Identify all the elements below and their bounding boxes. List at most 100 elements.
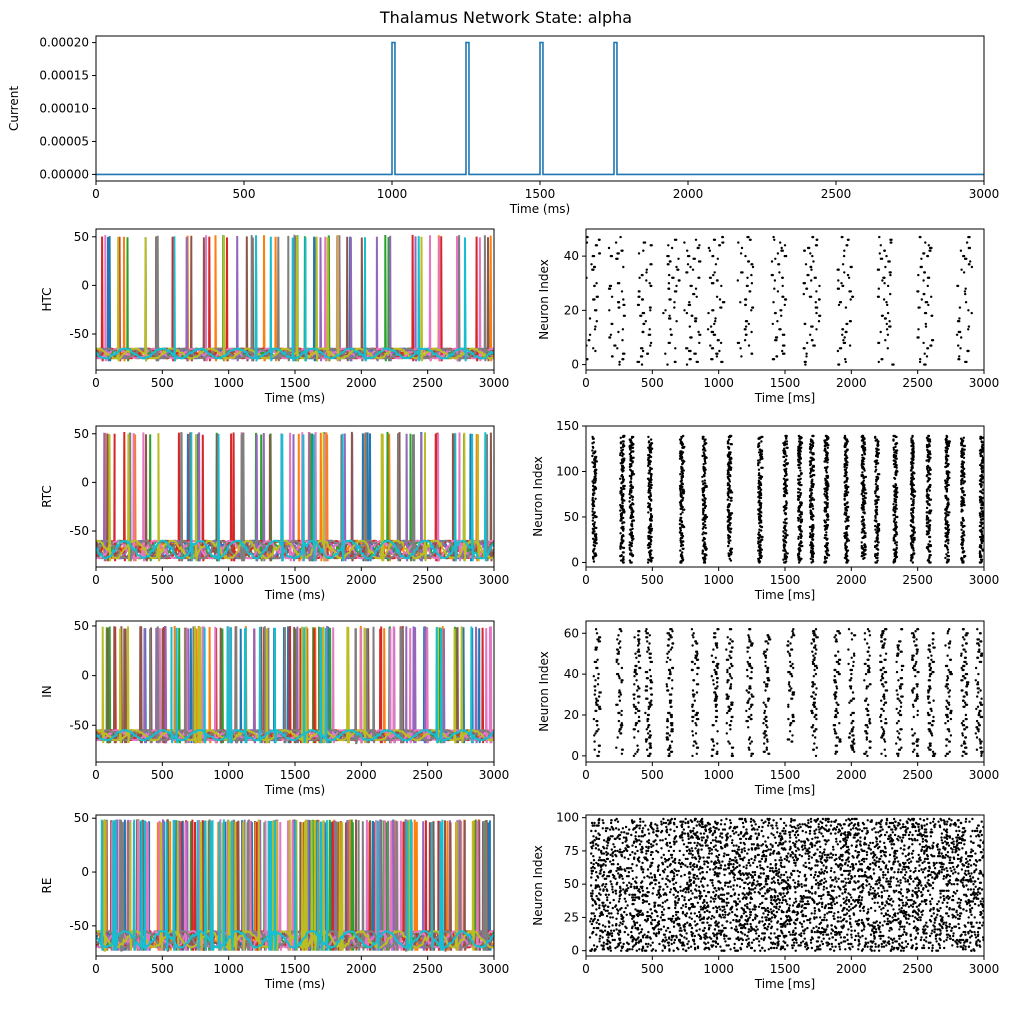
spike-dot <box>912 549 915 552</box>
spike-dot <box>852 664 855 668</box>
spike-dot <box>763 717 766 721</box>
spike-dot <box>974 679 977 682</box>
spike-dot <box>784 470 788 473</box>
spike-dot <box>835 687 839 690</box>
spike-dot <box>919 235 922 239</box>
spike-dot <box>910 497 913 500</box>
spike-dot <box>597 728 600 731</box>
spike-dot <box>713 271 716 274</box>
spike-dot <box>911 511 915 514</box>
spike-dot <box>964 554 967 558</box>
spike-dot <box>880 699 883 702</box>
spike-dot <box>846 505 850 509</box>
spike-dot <box>812 691 815 694</box>
spike-dot <box>946 677 950 680</box>
spike-dot <box>727 740 730 743</box>
spike-dot <box>759 505 762 509</box>
spike-dot <box>588 339 591 342</box>
spike-dot <box>927 276 931 279</box>
spike-dot <box>590 263 593 266</box>
spike-dot <box>745 320 749 323</box>
spike-dot <box>876 475 879 479</box>
spike-dot <box>774 257 777 260</box>
spike-dot <box>594 472 598 475</box>
spike-dot <box>946 738 949 741</box>
spike-dot <box>875 450 878 453</box>
spike-dot <box>704 543 707 546</box>
spike-dot <box>846 463 849 467</box>
spike-dot <box>628 548 632 551</box>
spike-dot <box>928 450 931 453</box>
spike-dot <box>970 265 974 269</box>
spike-dot <box>785 517 788 520</box>
spike-dot <box>634 711 637 715</box>
spike-dot <box>811 538 815 541</box>
spike-dot <box>696 683 700 686</box>
spike-dot <box>910 493 913 496</box>
spike-dot <box>965 257 968 260</box>
spike-dot <box>740 246 744 250</box>
spike-dot <box>782 558 785 561</box>
spike-dot <box>727 471 730 474</box>
spike-dot <box>893 497 896 500</box>
spike-dot <box>861 453 864 457</box>
spike-dot <box>649 485 652 489</box>
spike-dot <box>759 510 762 513</box>
spike-dot <box>633 697 636 700</box>
spike-dot <box>628 447 632 450</box>
spike-dot <box>682 492 685 495</box>
spike-dot <box>966 683 970 686</box>
spike-dot <box>650 474 653 478</box>
spike-dot <box>767 699 770 702</box>
spike-dot <box>761 538 764 541</box>
spike-dot <box>969 260 972 263</box>
spike-dot <box>850 265 853 269</box>
spike-dot <box>861 489 864 492</box>
spike-dot <box>833 728 836 731</box>
spike-dot <box>799 536 803 540</box>
spike-dot <box>591 449 594 452</box>
htc-raster-xtick-label: 2500 <box>902 376 933 390</box>
spike-dot <box>895 689 898 692</box>
spike-dot <box>645 268 648 271</box>
spike-dot <box>947 668 950 672</box>
spike-dot <box>621 679 624 682</box>
spike-dot <box>827 554 831 557</box>
spike-dot <box>622 508 625 511</box>
spike-dot <box>785 454 788 458</box>
spike-dot <box>931 339 935 342</box>
spike-dot <box>746 701 750 704</box>
spike-dot <box>779 241 782 244</box>
spike-dot <box>877 440 880 443</box>
spike-dot <box>812 544 815 548</box>
spike-dot <box>910 468 913 471</box>
spike-dot <box>596 719 599 723</box>
spike-dot <box>834 697 837 700</box>
spike-dot <box>846 244 849 247</box>
spike-dot <box>772 301 775 304</box>
spike-dot <box>647 477 650 480</box>
spike-dot <box>947 542 950 545</box>
spike-dot <box>744 325 748 328</box>
spike-dot <box>932 719 935 723</box>
stimulus-current-line <box>96 41 984 176</box>
spike-dot <box>849 687 853 690</box>
spike-dot <box>842 284 845 288</box>
spike-dot <box>667 254 670 258</box>
spike-dot <box>782 534 785 538</box>
spike-dot <box>894 445 897 449</box>
spike-dot <box>681 511 684 514</box>
spike-dot <box>946 719 950 723</box>
spike-dot <box>594 497 597 500</box>
spike-dot <box>792 691 796 694</box>
spike-dot <box>853 742 856 745</box>
spike-dot <box>812 452 815 455</box>
spike-dot <box>928 489 931 492</box>
spike-dot <box>764 730 767 733</box>
spike-dot <box>961 460 964 463</box>
spike-dot <box>799 492 803 495</box>
spike-dot <box>900 728 903 731</box>
spike-dot <box>967 325 971 328</box>
spike-dot <box>592 560 596 563</box>
